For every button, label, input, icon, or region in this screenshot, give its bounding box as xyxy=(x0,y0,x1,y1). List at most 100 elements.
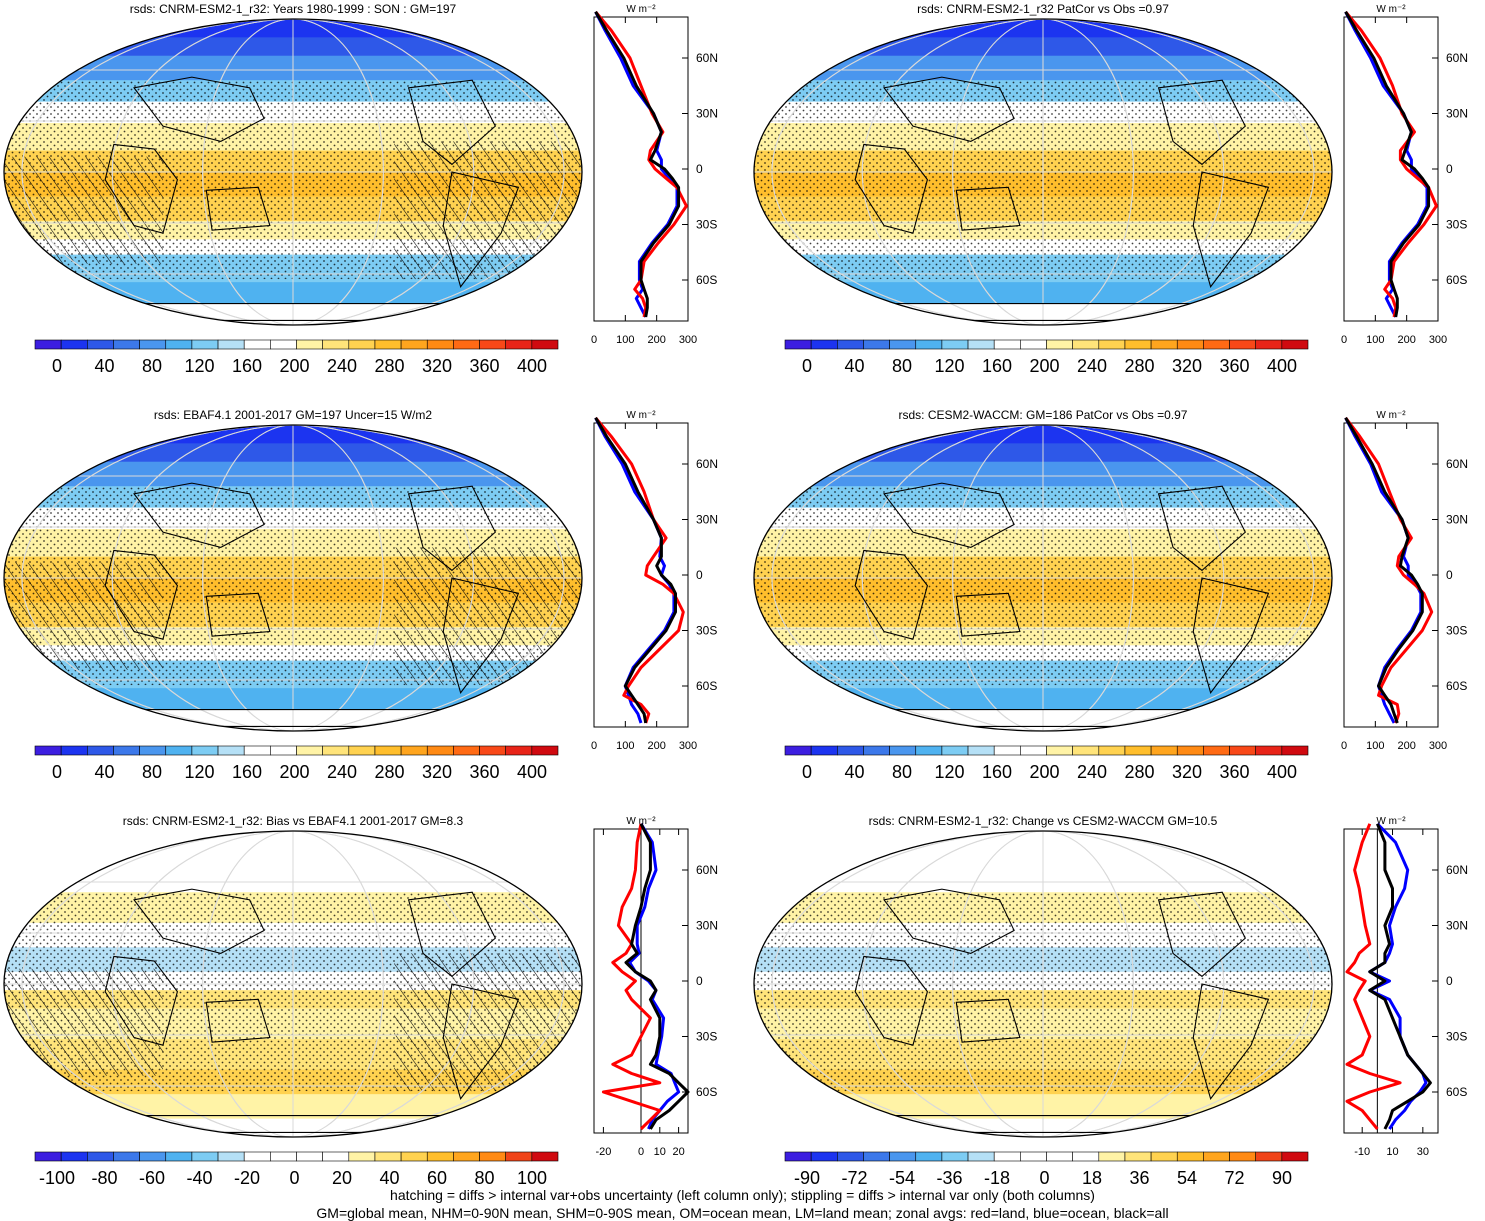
colorbar-swatch xyxy=(967,339,995,350)
colorbar-swatch xyxy=(217,339,245,350)
profile-x-label: 10 xyxy=(654,1146,666,1158)
profile-land-line xyxy=(594,416,685,724)
graticule-meridian xyxy=(202,425,384,731)
profile-x-label: 200 xyxy=(647,334,665,346)
panel-title: rsds: CNRM-ESM2-1_r32 PatCor vs Obs =0.9… xyxy=(917,2,1169,16)
colorbar-tick-label: 280 xyxy=(1124,356,1154,376)
colorbar-tick-label: 320 xyxy=(422,356,452,376)
continent-outline xyxy=(955,186,1021,231)
profile-all-line xyxy=(1344,11,1431,318)
colorbar-swatch xyxy=(1072,745,1100,756)
colorbar-tick-label: 280 xyxy=(374,762,404,782)
profile-all-line xyxy=(594,417,677,724)
colorbar-tick-label: 120 xyxy=(184,356,214,376)
profile-x-label: 300 xyxy=(679,740,697,752)
profile-x-label: 0 xyxy=(591,334,597,346)
colorbar-swatch xyxy=(1098,339,1126,350)
colorbar-tick-label: 40 xyxy=(94,356,114,376)
colorbar-swatch xyxy=(505,745,533,756)
colorbar-swatch xyxy=(453,745,480,756)
colorbar-swatch xyxy=(1281,1151,1309,1162)
colorbar-swatch xyxy=(34,745,62,756)
colorbar-swatch xyxy=(915,745,943,756)
colorbar-tick-label: 36 xyxy=(1129,1168,1149,1188)
hatching xyxy=(394,953,582,1092)
colorbar-swatch xyxy=(1124,339,1152,350)
profile-frame xyxy=(1343,422,1439,728)
continent-outline xyxy=(854,549,929,640)
colorbar-swatch xyxy=(915,1151,943,1162)
footer-hatching-note: hatching = diffs > internal var+obs unce… xyxy=(390,1187,1095,1203)
continent-outline xyxy=(442,983,520,1100)
graticule-meridian xyxy=(21,425,565,731)
colorbar-swatch xyxy=(296,339,323,350)
colorbar-tick-label: -72 xyxy=(841,1168,867,1188)
colorbar-tick-label: 40 xyxy=(844,356,864,376)
colorbar-swatch xyxy=(348,339,376,350)
profile-unit-label: W m⁻² xyxy=(1376,816,1406,827)
colorbar-swatch xyxy=(87,339,114,350)
colorbar-swatch xyxy=(270,745,297,756)
panel-title: rsds: CNRM-ESM2-1_r32: Change vs CESM2-W… xyxy=(869,814,1218,828)
continent-outline xyxy=(407,891,496,978)
continent-outline xyxy=(854,955,929,1046)
continent-outline xyxy=(854,143,929,234)
continent-outline xyxy=(205,998,271,1043)
graticule-meridian xyxy=(952,425,1134,731)
colorbar-tick-label: 72 xyxy=(1224,1168,1244,1188)
colorbar-tick-label: 360 xyxy=(1219,356,1249,376)
colorbar-swatch xyxy=(426,339,454,350)
continent-outline xyxy=(1192,983,1270,1100)
colorbar-tick-label: 240 xyxy=(327,762,357,782)
profile-land-line xyxy=(1345,823,1402,1130)
colorbar-tick-label: 40 xyxy=(844,762,864,782)
continent-outline xyxy=(1157,891,1246,978)
colorbar-swatch xyxy=(113,745,140,756)
colorbar-swatch xyxy=(810,1151,838,1162)
colorbar-swatch xyxy=(322,745,350,756)
colorbar-tick-label: 160 xyxy=(232,762,262,782)
profile-x-label: -10 xyxy=(1354,1146,1370,1158)
colorbar-tick-label: -100 xyxy=(39,1168,75,1188)
profile-unit-label: W m⁻² xyxy=(1376,4,1406,15)
colorbar-swatch xyxy=(243,745,271,756)
colorbar-swatch xyxy=(1255,339,1283,350)
profile-x-label: 300 xyxy=(1429,740,1447,752)
colorbar-tick-label: 80 xyxy=(892,356,912,376)
colorbar-tick-label: 80 xyxy=(892,762,912,782)
colorbar-tick-label: 360 xyxy=(469,762,499,782)
colorbar-swatch xyxy=(836,1151,864,1162)
colorbar-swatch xyxy=(1229,745,1257,756)
continent-outline xyxy=(442,171,520,288)
colorbar-swatch xyxy=(1203,1151,1230,1162)
colorbar-tick-label: 280 xyxy=(374,356,404,376)
profile-lat-label: 30N xyxy=(1446,107,1468,121)
colorbar-swatch xyxy=(1255,1151,1283,1162)
colorbar-tick-label: 320 xyxy=(1172,762,1202,782)
colorbar-swatch xyxy=(993,1151,1021,1162)
colorbar-tick-label: 0 xyxy=(52,762,62,782)
profile-lat-label: 0 xyxy=(1446,974,1453,988)
profile-x-label: 200 xyxy=(647,740,665,752)
graticule-meridian xyxy=(861,19,1225,325)
profile-x-label: 100 xyxy=(1366,334,1384,346)
colorbar-swatch xyxy=(243,1151,271,1162)
graticule-meridian xyxy=(21,831,565,1137)
colorbar-swatch xyxy=(1098,1151,1126,1162)
graticule-meridian xyxy=(861,425,1225,731)
colorbar-swatch xyxy=(453,339,480,350)
map-border xyxy=(3,424,583,732)
colorbar-swatch xyxy=(836,339,864,350)
colorbar-swatch xyxy=(34,1151,62,1162)
colorbar-tick-label: 240 xyxy=(327,356,357,376)
colorbar-swatch xyxy=(1176,745,1204,756)
profile-x-label: 10 xyxy=(1386,1146,1398,1158)
graticule-meridian xyxy=(111,19,475,325)
colorbar-swatch xyxy=(479,1151,506,1162)
colorbar-tick-label: 120 xyxy=(934,356,964,376)
profile-lat-label: 60S xyxy=(1446,1085,1467,1099)
colorbar-tick-label: -54 xyxy=(889,1168,915,1188)
profile-lat-label: 30N xyxy=(1446,513,1468,527)
map-field xyxy=(4,19,582,325)
colorbar-swatch xyxy=(1176,339,1204,350)
